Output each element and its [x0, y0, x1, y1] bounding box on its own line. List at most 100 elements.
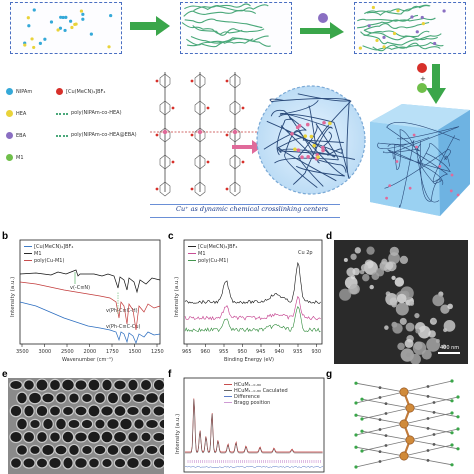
terminal-atom	[450, 411, 454, 415]
cu-atom	[405, 435, 415, 445]
network-node	[312, 143, 316, 148]
down-arrow-cu-m1: +	[417, 63, 446, 104]
legend-label: poly(Cu-M1)	[34, 258, 64, 264]
x-tick-label: 2000	[84, 349, 97, 355]
pore	[62, 456, 74, 470]
panel-c-line-1	[184, 261, 321, 305]
cube-node	[456, 193, 460, 197]
oxygen-atom	[206, 160, 210, 164]
pore	[106, 391, 120, 405]
crosslinker-dot	[415, 30, 419, 34]
carbon-atom	[426, 449, 430, 452]
cube-node	[385, 196, 388, 200]
oxygen-atom	[190, 187, 194, 191]
particle	[443, 327, 448, 333]
oxygen-atom	[190, 79, 194, 83]
panel-d-scale-label: 400 nm	[440, 345, 459, 351]
crosslinker-dot	[433, 41, 437, 46]
cube-chain	[387, 140, 449, 202]
pore	[74, 405, 88, 417]
pore	[16, 417, 28, 431]
panel-c-ylabel: Intensity (a.u.)	[174, 277, 180, 317]
benzene-ring	[159, 154, 171, 170]
panel-label-b: b	[2, 231, 9, 242]
panel-label-f: f	[168, 369, 172, 380]
crosslinker-dot	[396, 9, 400, 13]
pore	[9, 457, 23, 469]
particle	[412, 341, 427, 355]
particle	[415, 328, 421, 334]
panel-g-crystal-structure	[354, 379, 460, 469]
legend-swatch	[56, 133, 68, 137]
panel-e-porous-image	[8, 378, 164, 474]
network-node	[296, 148, 301, 152]
pore	[101, 378, 113, 392]
network-node	[321, 148, 325, 153]
pore	[126, 405, 140, 417]
pore	[88, 457, 100, 469]
terminal-atom	[456, 447, 460, 451]
crosslinked-chain-box	[354, 2, 466, 54]
cu-atom	[405, 403, 415, 413]
pore	[68, 443, 80, 457]
carbon-atom	[378, 386, 382, 389]
benzene-ring	[194, 100, 206, 116]
carbon-atom	[426, 417, 430, 420]
x-tick-label: 1750	[106, 349, 119, 355]
particle	[350, 253, 357, 260]
polymer-chain	[184, 18, 263, 29]
carbon-atom	[384, 444, 388, 447]
pore	[41, 443, 55, 457]
cu-atom	[399, 387, 409, 397]
particle	[389, 246, 399, 256]
benzene-ring	[229, 100, 241, 116]
pore	[145, 418, 159, 430]
pore	[27, 391, 43, 405]
monomer-dot	[26, 16, 30, 20]
pore	[127, 431, 139, 443]
network-chain	[279, 100, 334, 185]
pore	[133, 418, 145, 430]
crosslinker-dot	[420, 15, 424, 20]
pore	[35, 457, 49, 469]
cube-chain	[416, 135, 456, 185]
network-node	[321, 145, 325, 150]
network-node	[309, 134, 314, 139]
benzene-ring	[229, 73, 241, 89]
pore	[139, 378, 153, 392]
legend-label: [Cu(MeCN)₄]BF₄	[34, 244, 73, 250]
terminal-atom	[354, 381, 358, 385]
legend-item: NIPAm	[6, 88, 32, 95]
x-tick-label: 945	[256, 349, 266, 355]
benzene-ring	[194, 127, 206, 143]
pore	[127, 378, 139, 392]
monomer-dot	[61, 15, 65, 20]
benzene-ring	[159, 100, 171, 116]
polymer-chain	[357, 17, 436, 22]
panel-f-ylabel: Intensity (a.u.)	[175, 414, 181, 454]
terminal-atom	[360, 429, 364, 433]
pore	[74, 379, 88, 391]
x-tick-label: 965	[182, 349, 192, 355]
oxygen-atom	[225, 187, 229, 191]
panel-b-annot-cn: v(-C≡N)	[70, 285, 90, 291]
particle	[385, 261, 394, 270]
pore	[81, 392, 93, 404]
pore	[48, 378, 62, 392]
network-chain	[278, 93, 350, 179]
terminal-atom	[360, 449, 364, 453]
terminal-atom	[354, 401, 358, 405]
legend-item: HEA	[6, 110, 26, 117]
crosslinker-dot	[410, 15, 414, 19]
network-node	[290, 131, 294, 136]
monomer-dot	[27, 24, 31, 28]
crosslinker-dot	[375, 38, 379, 43]
carbon-atom	[384, 412, 388, 415]
center-caption: Cu⁺ as dynamic chemical crosslinking cen…	[176, 205, 329, 213]
terminal-atom	[354, 465, 358, 469]
monomer-dot	[59, 15, 63, 19]
cube-chain	[383, 122, 460, 154]
legend-swatch	[6, 154, 13, 161]
polymer-chains	[181, 3, 271, 48]
benzene-ring	[159, 73, 171, 89]
